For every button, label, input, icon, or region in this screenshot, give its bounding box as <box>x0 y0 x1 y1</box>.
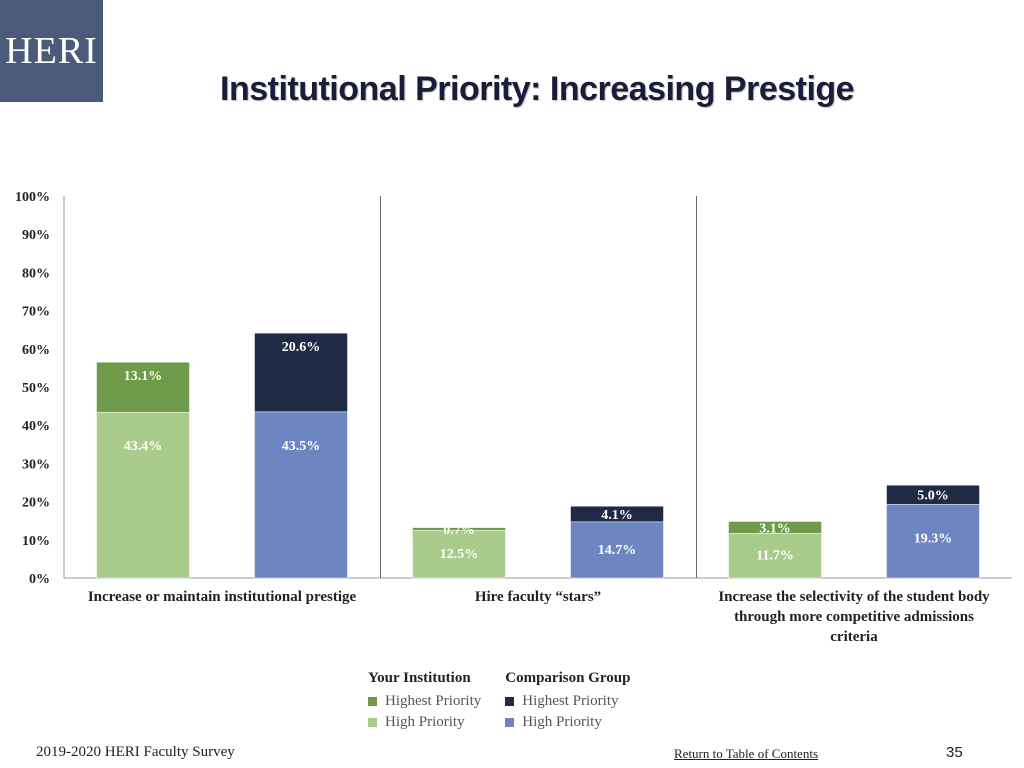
legend-your-institution: Your Institution Highest Priority High P… <box>368 670 481 731</box>
data-label: 14.7% <box>598 543 637 558</box>
data-label: 4.1% <box>601 508 633 523</box>
y-tick-label: 10% <box>22 534 50 549</box>
y-tick-label: 0% <box>29 572 50 587</box>
legend-swatch-comp-highest <box>505 697 515 706</box>
legend-swatch-inst-high <box>368 718 377 727</box>
data-label: 12.5% <box>440 547 479 562</box>
bar-segment <box>728 521 822 534</box>
return-to-toc-link[interactable]: Return to Table of Contents <box>674 746 818 761</box>
legend-label-inst-high: High Priority <box>385 714 465 730</box>
y-tick-label: 30% <box>22 457 50 472</box>
x-category-label: Increase the selectivity of the student … <box>718 589 990 605</box>
chart-legend: Your Institution Highest Priority High P… <box>368 670 630 731</box>
bar-segment <box>412 527 506 531</box>
y-tick-label: 50% <box>22 381 50 396</box>
legend-item-comp-high: High Priority <box>505 714 630 731</box>
bar-segment <box>886 484 980 505</box>
y-tick-label: 70% <box>22 305 50 320</box>
bar-segment <box>96 411 190 579</box>
bar-segment <box>728 533 822 579</box>
x-category-label: through more competitive admissions <box>734 609 974 625</box>
y-tick-label: 20% <box>22 496 50 511</box>
legend-swatch-inst-highest <box>368 697 377 706</box>
x-category-label: Hire faculty “stars” <box>475 589 601 605</box>
data-label: 43.5% <box>282 439 321 454</box>
data-label: 13.1% <box>124 369 163 384</box>
legend-label-inst-highest: Highest Priority <box>385 693 482 709</box>
bar-segment <box>412 530 506 579</box>
y-tick-label: 100% <box>15 190 50 205</box>
page-number: 35 <box>946 744 963 761</box>
data-label: 0.7% <box>443 523 475 538</box>
y-tick-label: 60% <box>22 343 50 358</box>
data-label: 3.1% <box>759 521 791 536</box>
legend-swatch-comp-high <box>505 718 515 727</box>
y-tick-label: 40% <box>22 419 50 434</box>
heri-logo: HERI <box>0 0 103 102</box>
legend-item-inst-high: High Priority <box>368 714 481 731</box>
data-label: 19.3% <box>914 531 953 546</box>
bar-segment <box>96 361 190 413</box>
legend-item-comp-highest: Highest Priority <box>505 693 630 710</box>
logo-text: HERI <box>5 30 98 72</box>
legend-heading-institution: Your Institution <box>368 670 471 686</box>
data-label: 43.4% <box>124 439 163 454</box>
legend-label-comp-high: High Priority <box>522 714 602 730</box>
bar-segment <box>886 504 980 579</box>
legend-heading-comparison: Comparison Group <box>505 670 631 686</box>
bar-segment <box>570 505 664 523</box>
legend-item-inst-highest: Highest Priority <box>368 693 481 710</box>
page-title: Institutional Priority: Increasing Prest… <box>220 70 855 108</box>
data-label: 11.7% <box>756 549 794 564</box>
y-tick-label: 80% <box>22 266 50 281</box>
data-label: 20.6% <box>282 340 321 355</box>
data-label: 5.0% <box>917 489 949 504</box>
x-category-label: criteria <box>830 629 878 645</box>
x-category-label: Increase or maintain institutional prest… <box>88 589 357 605</box>
bar-segment <box>254 332 348 413</box>
legend-comparison-group: Comparison Group Highest Priority High P… <box>505 670 630 731</box>
bar-segment <box>254 411 348 579</box>
footer-survey-name: 2019-2020 HERI Faculty Survey <box>36 744 235 760</box>
y-tick-label: 90% <box>22 228 50 243</box>
stacked-bar-chart: 0% 10% 20% 30% 40% 50% 60% 70% 80% 90% 100% 43.4% 13… <box>15 190 1012 645</box>
bar-segment <box>570 521 664 579</box>
legend-label-comp-highest: Highest Priority <box>522 693 619 709</box>
